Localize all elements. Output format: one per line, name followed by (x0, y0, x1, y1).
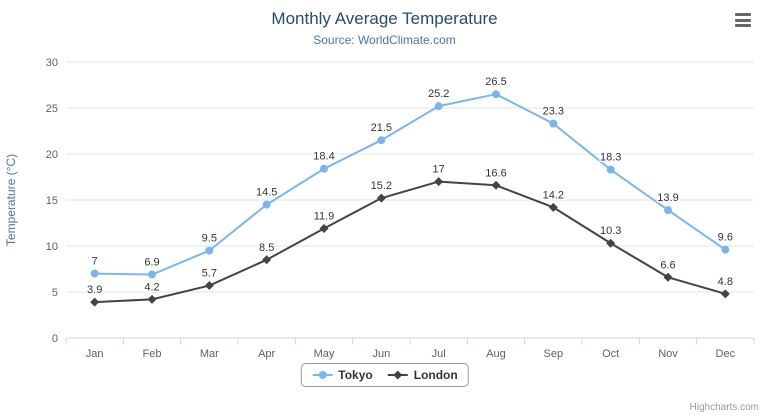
x-axis-label: Feb (143, 348, 162, 360)
y-axis-label: 5 (52, 287, 58, 299)
y-axis-label: 20 (46, 149, 58, 161)
data-point-marker-london[interactable] (663, 272, 673, 282)
chart-subtitle: Source: WorldClimate.com (313, 33, 456, 47)
data-point-marker-tokyo[interactable] (549, 119, 558, 128)
data-label-london: 3.9 (87, 284, 102, 296)
x-axis-label: Sep (544, 348, 564, 360)
x-axis-label: Apr (258, 348, 275, 360)
data-point-marker-tokyo[interactable] (262, 200, 271, 209)
data-label-london: 10.3 (600, 225, 621, 237)
data-label-london: 15.2 (371, 180, 392, 192)
x-axis-label: Oct (602, 348, 619, 360)
data-point-marker-london[interactable] (548, 202, 558, 212)
data-label-tokyo: 23.3 (543, 106, 564, 118)
data-label-london: 6.6 (660, 259, 675, 271)
legend-marker-diamond-icon (387, 370, 408, 380)
data-label-london: 16.6 (485, 167, 506, 179)
data-point-marker-london[interactable] (90, 297, 100, 307)
hamburger-bar (735, 24, 751, 27)
data-label-tokyo: 18.4 (313, 151, 334, 163)
data-point-marker-london[interactable] (319, 224, 329, 234)
data-label-tokyo: 26.5 (485, 76, 506, 88)
data-label-london: 5.7 (202, 268, 217, 280)
x-axis-label: Jan (86, 348, 104, 360)
y-axis-label: 10 (46, 241, 58, 253)
x-axis-label: Aug (486, 348, 506, 360)
data-label-tokyo: 7 (92, 256, 98, 268)
legend-label-london: London (413, 368, 458, 382)
y-axis-label: 30 (46, 57, 58, 69)
chart-title: Monthly Average Temperature (271, 9, 498, 28)
legend-label-tokyo: Tokyo (338, 368, 373, 382)
data-label-london: 17 (433, 164, 445, 176)
x-axis-label: Dec (716, 348, 736, 360)
data-label-tokyo: 18.3 (600, 152, 621, 164)
data-point-marker-london[interactable] (204, 281, 214, 291)
legend: Tokyo London (300, 363, 469, 387)
data-label-tokyo: 9.6 (718, 232, 733, 244)
legend-marker-circle-icon (312, 371, 333, 379)
data-point-marker-london[interactable] (147, 294, 157, 304)
y-axis-label: 0 (52, 333, 58, 345)
data-label-london: 14.2 (543, 189, 564, 201)
data-label-tokyo: 13.9 (657, 192, 678, 204)
data-label-tokyo: 25.2 (428, 88, 449, 100)
y-axis-label: 15 (46, 195, 58, 207)
data-label-london: 8.5 (259, 242, 274, 254)
chart-canvas: 0 5 10 15 20 25 30 Jan Feb Mar Apr May Jun Jul Aug Sep O… (4, 57, 755, 360)
data-point-marker-tokyo[interactable] (606, 165, 615, 174)
data-point-marker-tokyo[interactable] (492, 90, 500, 99)
data-label-tokyo: 21.5 (371, 122, 392, 134)
data-point-marker-tokyo[interactable] (148, 270, 156, 279)
data-point-marker-london[interactable] (491, 180, 501, 190)
data-point-marker-tokyo[interactable] (205, 246, 214, 255)
data-point-marker-london[interactable] (262, 255, 272, 265)
x-axis-label: Jul (432, 348, 446, 360)
y-axis-title: Temperature (°C) (4, 154, 18, 246)
data-label-tokyo: 9.5 (202, 233, 217, 245)
series-line-london (93, 180, 727, 304)
hamburger-menu-icon[interactable] (731, 10, 755, 30)
data-point-marker-tokyo[interactable] (90, 269, 99, 278)
data-point-marker-tokyo[interactable] (377, 136, 386, 145)
data-point-marker-tokyo[interactable] (434, 102, 443, 111)
data-point-marker-london[interactable] (606, 238, 616, 248)
legend-item-tokyo[interactable]: Tokyo (311, 368, 373, 382)
data-label-london: 4.2 (144, 281, 159, 293)
x-axis-label: Mar (200, 348, 219, 360)
data-point-marker-london[interactable] (376, 193, 386, 203)
data-point-marker-tokyo[interactable] (664, 206, 672, 215)
series-line-tokyo (93, 93, 727, 276)
x-axis-label: May (314, 348, 335, 360)
data-label-london: 11.9 (314, 211, 335, 223)
data-label-tokyo: 6.9 (144, 257, 159, 269)
data-label-tokyo: 14.5 (256, 187, 277, 199)
legend-item-london[interactable]: London (387, 368, 458, 382)
data-point-marker-london[interactable] (434, 177, 444, 187)
y-axis-label: 25 (46, 103, 58, 115)
x-axis-label: Nov (658, 348, 678, 360)
data-point-marker-tokyo[interactable] (320, 164, 328, 173)
hamburger-bar (735, 18, 751, 22)
data-point-marker-tokyo[interactable] (721, 245, 730, 254)
x-axis-label: Jun (372, 348, 390, 360)
hamburger-bar (735, 13, 751, 16)
credits-link[interactable]: Highcharts.com (689, 402, 759, 413)
data-point-marker-london[interactable] (720, 289, 730, 299)
data-label-london: 4.8 (718, 276, 733, 288)
